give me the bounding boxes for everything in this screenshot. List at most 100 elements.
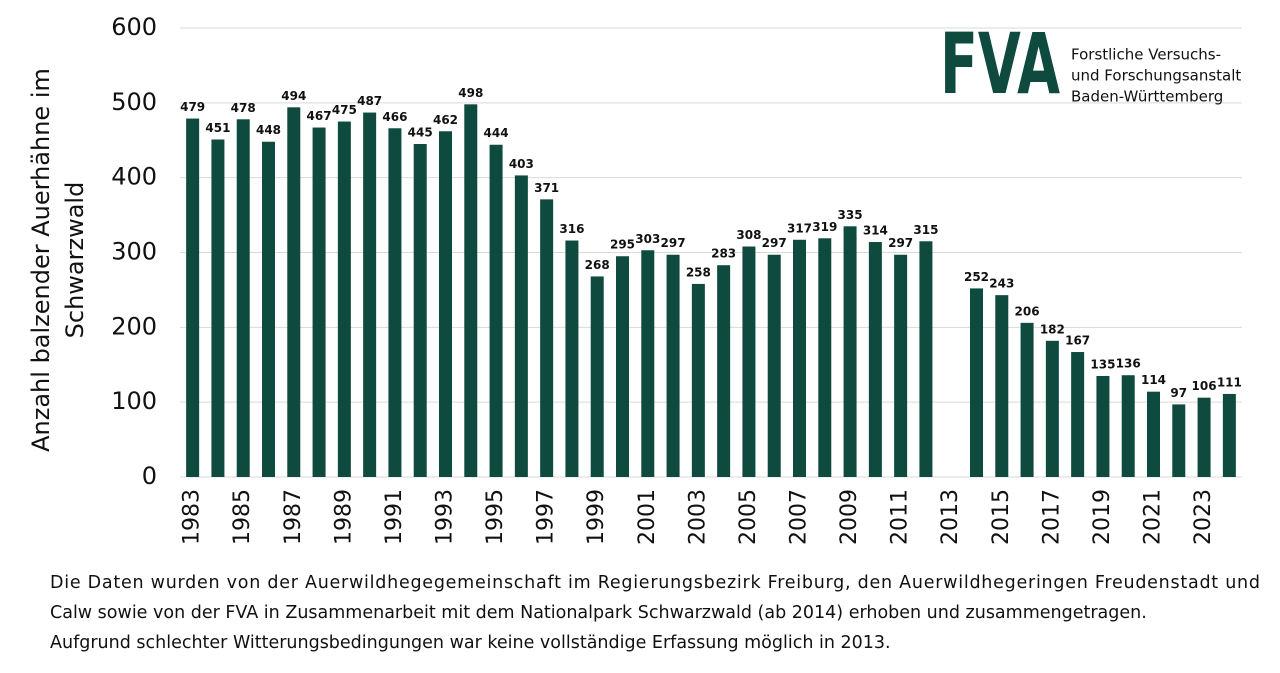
x-tick-label: 1997 bbox=[534, 489, 559, 545]
data-label: 462 bbox=[433, 113, 458, 127]
bar bbox=[514, 175, 528, 477]
bar bbox=[818, 238, 832, 477]
bar bbox=[1096, 375, 1110, 477]
footnote: Aufgrund schlechter Witterungsbedingunge… bbox=[50, 633, 891, 653]
bar bbox=[413, 143, 427, 477]
data-label: 494 bbox=[281, 89, 306, 103]
y-axis-label: Schwarzwald bbox=[61, 182, 89, 339]
data-label: 106 bbox=[1192, 379, 1217, 393]
bar bbox=[464, 104, 478, 477]
data-label: 182 bbox=[1040, 322, 1065, 336]
bar bbox=[337, 121, 351, 478]
bar bbox=[666, 254, 680, 477]
y-tick-label: 200 bbox=[111, 312, 157, 340]
bar bbox=[262, 141, 275, 477]
data-label: 258 bbox=[686, 265, 711, 279]
x-tick-label: 2013 bbox=[938, 489, 963, 545]
data-label: 479 bbox=[180, 100, 205, 114]
bar bbox=[439, 131, 452, 477]
data-label: 466 bbox=[382, 110, 407, 124]
x-tick-label: 2017 bbox=[1039, 489, 1064, 545]
bar bbox=[489, 144, 503, 478]
x-tick-label: 2019 bbox=[1090, 489, 1115, 545]
data-label: 308 bbox=[736, 228, 761, 242]
x-tick-label: 1985 bbox=[230, 489, 255, 545]
data-label: 444 bbox=[484, 126, 509, 140]
bar bbox=[1121, 375, 1135, 477]
logo-mark: FVA bbox=[940, 15, 1060, 113]
y-tick-label: 0 bbox=[142, 462, 157, 490]
bar bbox=[767, 254, 781, 477]
y-tick-label: 600 bbox=[111, 13, 157, 41]
x-tick-label: 2021 bbox=[1141, 489, 1166, 545]
bar bbox=[1172, 404, 1186, 477]
data-label: 111 bbox=[1217, 375, 1242, 389]
bar bbox=[1045, 340, 1059, 477]
bar bbox=[287, 107, 301, 477]
data-label: 478 bbox=[231, 101, 256, 115]
x-tick-label: 1989 bbox=[331, 489, 356, 545]
bar bbox=[1147, 391, 1160, 477]
bar bbox=[363, 112, 377, 477]
bar bbox=[1222, 393, 1236, 477]
data-label: 448 bbox=[256, 123, 281, 137]
bar bbox=[211, 139, 225, 478]
data-label: 283 bbox=[711, 247, 736, 261]
data-label: 136 bbox=[1116, 357, 1141, 371]
x-tick-label: 1987 bbox=[281, 489, 306, 545]
bar bbox=[868, 242, 882, 477]
bar bbox=[590, 276, 604, 477]
bar bbox=[691, 283, 705, 477]
data-label: 297 bbox=[762, 236, 787, 250]
data-label: 303 bbox=[635, 232, 660, 246]
data-label: 97 bbox=[1170, 386, 1187, 400]
bar bbox=[540, 199, 554, 477]
x-tick-label: 2009 bbox=[837, 489, 862, 545]
data-label: 467 bbox=[307, 109, 332, 123]
data-label: 403 bbox=[509, 157, 534, 171]
bar bbox=[1020, 322, 1034, 477]
bar bbox=[970, 288, 983, 477]
data-label: 206 bbox=[1015, 304, 1040, 318]
y-tick-label: 100 bbox=[111, 387, 157, 415]
data-label: 243 bbox=[989, 277, 1014, 291]
data-label: 252 bbox=[964, 270, 989, 284]
logo-text: Baden-Württemberg bbox=[1071, 88, 1223, 106]
bar bbox=[793, 239, 806, 477]
data-label: 445 bbox=[408, 125, 433, 139]
y-axis-label: Anzahl balzender Auerhähne im bbox=[27, 68, 55, 452]
bar bbox=[186, 118, 200, 477]
data-label: 371 bbox=[534, 181, 559, 195]
bar bbox=[919, 241, 933, 477]
x-tick-label: 1999 bbox=[584, 489, 609, 545]
bar bbox=[565, 240, 579, 477]
logo-text: Forstliche Versuchs- bbox=[1071, 46, 1221, 64]
bar bbox=[388, 128, 402, 477]
x-tick-label: 1993 bbox=[433, 489, 458, 545]
data-label: 268 bbox=[585, 258, 610, 272]
x-tick-label: 1995 bbox=[483, 489, 508, 545]
data-label: 315 bbox=[913, 223, 938, 237]
bar bbox=[843, 226, 857, 477]
bar bbox=[1071, 352, 1085, 477]
x-tick-label: 1991 bbox=[382, 489, 407, 545]
data-label: 297 bbox=[661, 236, 686, 250]
bar bbox=[312, 127, 326, 478]
x-tick-label: 2003 bbox=[685, 489, 710, 545]
data-label: 297 bbox=[888, 236, 913, 250]
data-label: 487 bbox=[357, 94, 382, 108]
data-label: 295 bbox=[610, 238, 635, 252]
data-label: 451 bbox=[205, 121, 230, 135]
x-tick-label: 1983 bbox=[180, 489, 205, 545]
bar bbox=[1197, 397, 1211, 477]
footnote: Calw sowie von der FVA in Zusammenarbeit… bbox=[50, 603, 1147, 623]
data-label: 475 bbox=[332, 103, 357, 117]
bar bbox=[717, 265, 731, 477]
y-tick-label: 400 bbox=[111, 163, 157, 191]
bar bbox=[236, 119, 250, 478]
data-label: 167 bbox=[1065, 334, 1090, 348]
x-tick-label: 2023 bbox=[1191, 489, 1216, 545]
bar bbox=[742, 246, 756, 477]
y-tick-label: 500 bbox=[111, 88, 157, 116]
